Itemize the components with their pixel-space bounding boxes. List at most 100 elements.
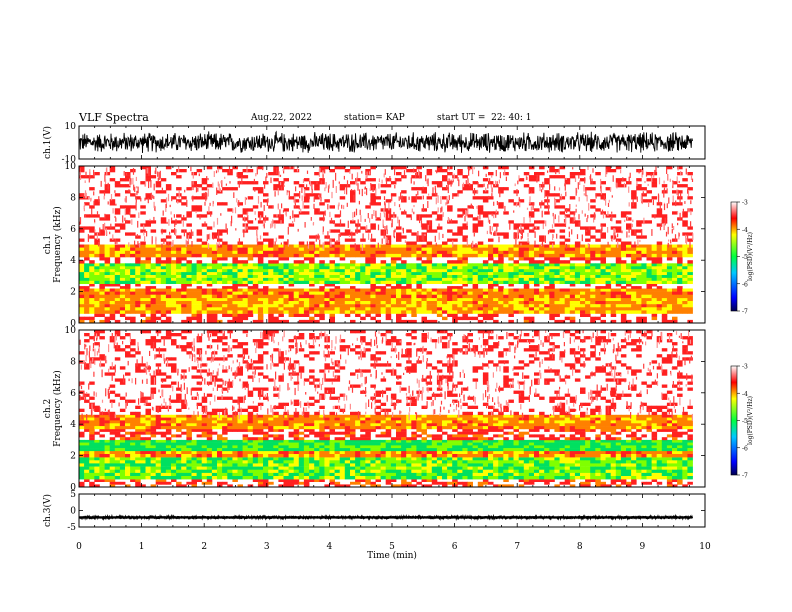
spectrogram-ch1-cell bbox=[528, 229, 535, 233]
spectrogram-ch1-cell bbox=[590, 280, 596, 284]
spectrogram-ch1-haze bbox=[154, 205, 156, 211]
spectrogram-ch1-cell bbox=[641, 244, 647, 248]
spectrogram-ch2-cell bbox=[257, 469, 264, 474]
spectrogram-ch1-cell bbox=[544, 275, 550, 279]
spectrogram-ch1-cell bbox=[160, 260, 167, 264]
spectrogram-ch1-cell bbox=[462, 187, 468, 191]
spectrogram-ch1-cell bbox=[401, 196, 407, 200]
spectrogram-ch1-cell bbox=[534, 272, 540, 276]
spectrogram-ch2-cell bbox=[574, 460, 581, 464]
spectrogram-ch1-cell bbox=[554, 260, 560, 264]
spectrogram-ch1-cell bbox=[687, 280, 693, 284]
spectrogram-ch1-cell bbox=[401, 244, 407, 248]
spectrogram-ch2-cell bbox=[615, 466, 622, 470]
spectrogram-ch2-cell bbox=[79, 460, 85, 464]
spectrogram-ch1-cell bbox=[482, 269, 489, 273]
spectrogram-ch2-cell bbox=[631, 457, 637, 461]
spectrogram-ch1-cell bbox=[498, 202, 504, 206]
spectrogram-ch1-haze bbox=[103, 192, 106, 196]
spectrogram-ch1-cell bbox=[339, 277, 346, 282]
spectrogram-ch1-cell bbox=[600, 223, 606, 227]
spectrogram-ch1-haze bbox=[652, 199, 654, 206]
spectrogram-ch1-cell bbox=[472, 181, 479, 185]
spectrogram-ch1-cell bbox=[452, 232, 458, 236]
spectrogram-ch1-haze bbox=[253, 178, 255, 183]
spectrogram-ch2-cell bbox=[457, 463, 463, 467]
spectrogram-ch1-cell bbox=[426, 288, 433, 292]
spectrogram-ch2-cell bbox=[411, 463, 417, 467]
spectrogram-ch2-cell bbox=[344, 457, 351, 461]
spectrogram-ch1-cell bbox=[508, 301, 514, 305]
spectrogram-ch1-cell bbox=[217, 232, 223, 236]
spectrogram-ch1-haze bbox=[487, 217, 490, 223]
spectrogram-ch1-cell bbox=[288, 223, 295, 227]
spectrogram-ch1-cell bbox=[380, 250, 387, 255]
spectrogram-ch1-cell bbox=[656, 269, 663, 273]
spectrogram-ch2-cell bbox=[534, 457, 540, 461]
spectrogram-ch1-cell bbox=[646, 220, 652, 224]
spectrogram-ch1-cell bbox=[298, 319, 305, 324]
spectrogram-ch1-cell bbox=[217, 190, 223, 194]
spectrogram-ch1-cell bbox=[672, 288, 678, 292]
spectrogram-ch1-haze bbox=[378, 183, 380, 189]
spectrogram-ch1-cell bbox=[119, 226, 126, 230]
spectrogram-ch1-cell bbox=[661, 253, 668, 258]
spectrogram-ch1-haze bbox=[79, 168, 81, 175]
spectrogram-ch1-cell bbox=[580, 244, 586, 248]
spectrogram-ch1-cell bbox=[211, 301, 218, 305]
spectrogram-ch1-cell bbox=[79, 247, 85, 251]
spectrogram-ch1-cell bbox=[283, 319, 289, 324]
spectrogram-ch2-cell bbox=[191, 469, 197, 474]
spectrogram-ch1-cell bbox=[334, 291, 341, 295]
spectrogram-ch1-cell bbox=[687, 277, 693, 282]
spectrogram-ch1-cell bbox=[165, 269, 172, 273]
spectrogram-ch1-cell bbox=[263, 288, 269, 292]
spectrogram-ch1-cell bbox=[436, 263, 443, 267]
spectrogram-ch1-haze bbox=[664, 217, 666, 226]
spectrogram-ch1-cell bbox=[518, 304, 525, 308]
spectrogram-ch1-cell bbox=[114, 291, 121, 295]
spectrogram-ch1-cell bbox=[119, 272, 126, 276]
spectrogram-ch1-cell bbox=[452, 250, 458, 255]
spectrogram-ch1-cell bbox=[309, 250, 315, 255]
spectrogram-ch1-cell bbox=[237, 291, 243, 295]
spectrogram-ch1-cell bbox=[585, 301, 591, 305]
spectrogram-ch1-cell bbox=[488, 283, 494, 287]
spectrogram-ch1-cell bbox=[518, 253, 525, 258]
spectrogram-ch1-cell bbox=[610, 169, 617, 173]
spectrogram-ch1-haze bbox=[629, 172, 631, 178]
spectrogram-ch1-cell bbox=[273, 178, 279, 182]
spectrogram-ch1-cell bbox=[462, 283, 468, 287]
spectrogram-ch2-cell bbox=[303, 460, 310, 464]
spectrogram-ch1-cell bbox=[549, 266, 555, 270]
spectrogram-ch1-cell bbox=[314, 184, 320, 188]
spectrogram-ch1-cell bbox=[257, 301, 264, 305]
spectrogram-ch1-cell bbox=[176, 175, 182, 179]
spectrogram-ch1-cell bbox=[534, 247, 540, 251]
spectrogram-ch1-cell bbox=[426, 272, 433, 276]
spectrogram-ch2-cell bbox=[672, 479, 678, 482]
spectrogram-ch1-cell bbox=[661, 272, 668, 276]
spectrogram-ch1-cell bbox=[396, 244, 402, 248]
spectrogram-ch1-cell bbox=[534, 266, 540, 270]
spectrogram-ch1-haze bbox=[413, 181, 415, 185]
spectrogram-ch1-cell bbox=[467, 263, 473, 267]
spectrogram-ch1-cell bbox=[646, 244, 652, 248]
spectrogram-ch1-cell bbox=[682, 266, 688, 270]
spectrogram-ch2-cell bbox=[508, 484, 514, 488]
spectrogram-ch1-cell bbox=[125, 244, 131, 248]
spectrogram-ch1-cell bbox=[227, 208, 233, 212]
spectrogram-ch1-cell bbox=[682, 301, 688, 305]
spectrogram-ch1-cell bbox=[165, 260, 172, 264]
spectrogram-ch1-cell bbox=[569, 280, 576, 284]
spectrogram-ch1-haze bbox=[516, 232, 518, 240]
spectrogram-ch1-cell bbox=[672, 316, 678, 321]
spectrogram-ch1-haze bbox=[144, 197, 146, 201]
spectrogram-ch1-cell bbox=[79, 277, 85, 282]
spectrogram-ch1-cell bbox=[610, 297, 617, 302]
spectrogram-ch1-cell bbox=[222, 269, 228, 273]
spectrogram-ch1-cell bbox=[334, 307, 341, 311]
spectrogram-ch1-cell bbox=[518, 301, 525, 305]
spectrogram-ch1-haze bbox=[266, 172, 268, 178]
spectrogram-ch1-cell bbox=[94, 199, 100, 203]
